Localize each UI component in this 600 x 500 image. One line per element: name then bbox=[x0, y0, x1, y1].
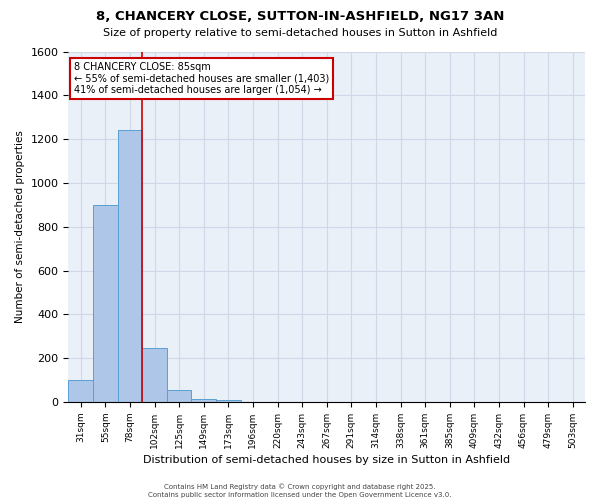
Bar bbox=[191, 398, 216, 402]
Text: 8, CHANCERY CLOSE, SUTTON-IN-ASHFIELD, NG17 3AN: 8, CHANCERY CLOSE, SUTTON-IN-ASHFIELD, N… bbox=[96, 10, 504, 23]
Y-axis label: Number of semi-detached properties: Number of semi-detached properties bbox=[15, 130, 25, 323]
Bar bbox=[216, 400, 241, 402]
Text: 8 CHANCERY CLOSE: 85sqm
← 55% of semi-detached houses are smaller (1,403)
41% of: 8 CHANCERY CLOSE: 85sqm ← 55% of semi-de… bbox=[74, 62, 329, 95]
X-axis label: Distribution of semi-detached houses by size in Sutton in Ashfield: Distribution of semi-detached houses by … bbox=[143, 455, 510, 465]
Bar bbox=[93, 205, 118, 402]
Text: Contains HM Land Registry data © Crown copyright and database right 2025.
Contai: Contains HM Land Registry data © Crown c… bbox=[148, 484, 452, 498]
Bar bbox=[167, 390, 191, 402]
Text: Size of property relative to semi-detached houses in Sutton in Ashfield: Size of property relative to semi-detach… bbox=[103, 28, 497, 38]
Bar bbox=[118, 130, 142, 402]
Bar bbox=[142, 348, 167, 402]
Bar bbox=[68, 380, 93, 402]
